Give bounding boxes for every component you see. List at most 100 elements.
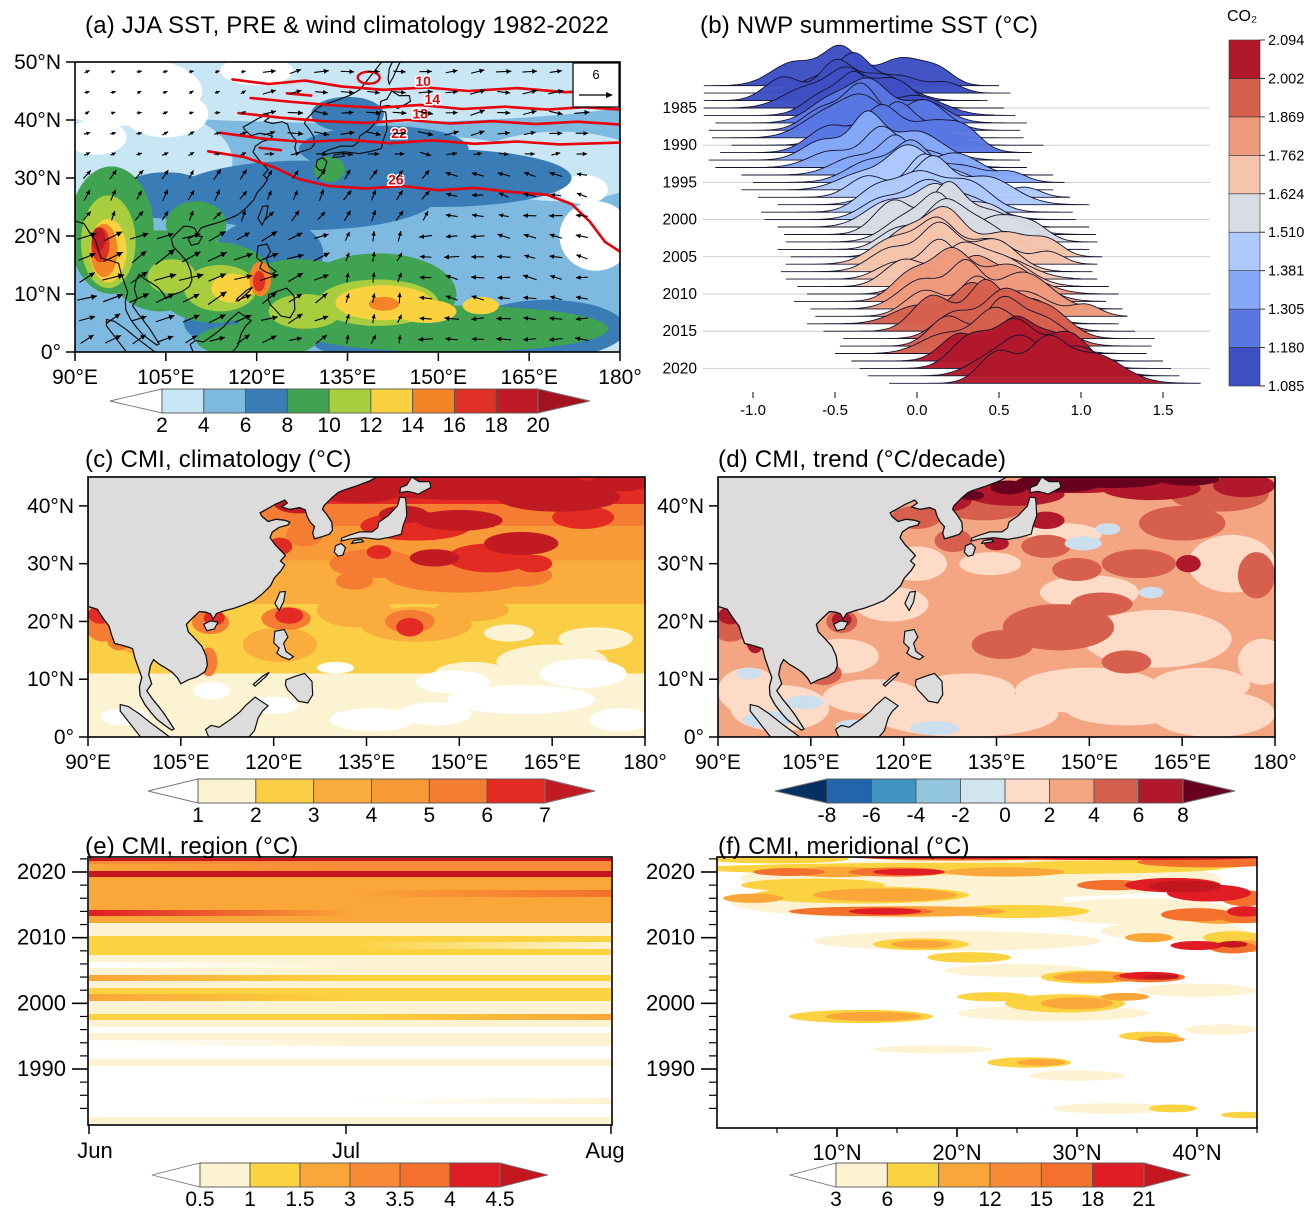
svg-text:20°N: 20°N bbox=[27, 610, 74, 633]
panel-e-title: (e) CMI, region (°C) bbox=[85, 833, 299, 860]
svg-text:10°N: 10°N bbox=[14, 283, 61, 306]
svg-text:16: 16 bbox=[443, 414, 466, 437]
svg-text:6: 6 bbox=[481, 804, 493, 827]
svg-text:150°E: 150°E bbox=[1061, 751, 1118, 774]
svg-text:14: 14 bbox=[401, 414, 425, 437]
svg-text:40°N: 40°N bbox=[27, 495, 74, 518]
stripe-2001 bbox=[89, 994, 611, 1001]
svg-text:20°N: 20°N bbox=[657, 610, 704, 633]
svg-text:6: 6 bbox=[881, 1188, 893, 1211]
svg-text:40°N: 40°N bbox=[14, 109, 61, 132]
svg-text:5: 5 bbox=[423, 804, 435, 827]
stripe-2015 bbox=[89, 903, 611, 910]
svg-text:10°N: 10°N bbox=[657, 668, 704, 691]
stripe-2008 bbox=[89, 948, 611, 956]
svg-text:4: 4 bbox=[366, 804, 378, 827]
stripe-1982 bbox=[89, 1117, 611, 1124]
stripe-1996 bbox=[89, 1026, 611, 1034]
svg-text:120°E: 120°E bbox=[875, 751, 932, 774]
stripe-1999 bbox=[89, 1007, 611, 1014]
svg-text:120°E: 120°E bbox=[245, 751, 302, 774]
stripe-2020 bbox=[89, 870, 611, 878]
svg-text:2: 2 bbox=[1044, 804, 1056, 827]
svg-text:2020: 2020 bbox=[17, 859, 66, 884]
svg-text:0.0: 0.0 bbox=[907, 402, 928, 419]
svg-text:12: 12 bbox=[978, 1188, 1001, 1211]
svg-text:-1.0: -1.0 bbox=[740, 402, 766, 419]
panel-c-colorbar: 1 2 3 4 5 6 7 bbox=[147, 778, 596, 827]
svg-text:18: 18 bbox=[1081, 1188, 1104, 1211]
svg-text:1990: 1990 bbox=[646, 1056, 695, 1081]
svg-text:2010: 2010 bbox=[663, 286, 698, 303]
svg-text:30°N: 30°N bbox=[14, 167, 61, 190]
svg-text:8: 8 bbox=[281, 414, 293, 437]
panel-b-title: (b) NWP summertime SST (°C) bbox=[700, 12, 1039, 39]
svg-text:20: 20 bbox=[526, 414, 549, 437]
panel-d-title: (d) CMI, trend (°C/decade) bbox=[718, 446, 1007, 473]
svg-text:2005: 2005 bbox=[663, 249, 697, 266]
stripe-1990 bbox=[89, 1065, 611, 1072]
svg-text:2015: 2015 bbox=[663, 323, 697, 340]
stripe-2017 bbox=[89, 890, 611, 897]
svg-text:18: 18 bbox=[412, 105, 428, 121]
svg-text:10: 10 bbox=[415, 73, 431, 89]
panel-a-colorbar: 2 4 6 8 10 12 14 16 18 20 bbox=[109, 388, 591, 437]
svg-text:105°E: 105°E bbox=[782, 751, 839, 774]
svg-text:10°N: 10°N bbox=[812, 1140, 861, 1165]
svg-text:1985: 1985 bbox=[663, 100, 697, 117]
svg-text:165°E: 165°E bbox=[523, 751, 580, 774]
svg-text:-6: -6 bbox=[862, 804, 881, 827]
co2-colorbar: 1.085 1.180 1.305 1.381 1.510 1.624 1.762 1.869… bbox=[1228, 33, 1304, 395]
stripe-2019 bbox=[89, 877, 611, 884]
svg-text:30°N: 30°N bbox=[1052, 1140, 1101, 1165]
ridge-2022 bbox=[889, 334, 1201, 384]
svg-text:0°: 0° bbox=[684, 726, 704, 749]
svg-text:90°E: 90°E bbox=[695, 751, 741, 774]
svg-text:10°N: 10°N bbox=[27, 668, 74, 691]
svg-text:2000: 2000 bbox=[663, 212, 698, 229]
stripe-1985 bbox=[89, 1097, 611, 1105]
panel-b-ridgeline: 1985 1990 1995 2000 2005 2010 2015 2020 -1.0 -0.5… bbox=[663, 33, 1305, 419]
svg-text:90°E: 90°E bbox=[52, 366, 98, 389]
stripe-2016 bbox=[89, 896, 611, 904]
svg-text:1.510: 1.510 bbox=[1268, 225, 1304, 241]
svg-text:2020: 2020 bbox=[646, 859, 695, 884]
panel-a-title: (a) JJA SST, PRE & wind climatology 1982… bbox=[85, 12, 609, 39]
stripe-2011 bbox=[89, 929, 611, 936]
svg-text:20°N: 20°N bbox=[932, 1140, 981, 1165]
svg-text:8: 8 bbox=[1177, 804, 1189, 827]
svg-text:180°: 180° bbox=[623, 751, 666, 774]
svg-text:165°E: 165°E bbox=[500, 366, 557, 389]
svg-text:6: 6 bbox=[592, 67, 599, 82]
svg-text:135°E: 135°E bbox=[319, 366, 376, 389]
svg-text:4: 4 bbox=[444, 1188, 456, 1211]
svg-text:2: 2 bbox=[250, 804, 262, 827]
stripe-2014 bbox=[89, 909, 611, 917]
svg-text:-2: -2 bbox=[951, 804, 970, 827]
svg-text:30°N: 30°N bbox=[657, 553, 704, 576]
svg-text:Jun: Jun bbox=[77, 1138, 112, 1163]
svg-text:1.5: 1.5 bbox=[1153, 402, 1174, 419]
svg-text:-4: -4 bbox=[907, 804, 926, 827]
panel-d-colorbar: -8 -6 -4 -2 0 2 4 6 8 bbox=[774, 778, 1236, 827]
svg-text:135°E: 135°E bbox=[968, 751, 1025, 774]
stripe-1993 bbox=[89, 1046, 611, 1053]
svg-text:2000: 2000 bbox=[646, 990, 695, 1015]
svg-text:1.180: 1.180 bbox=[1268, 341, 1304, 357]
svg-text:135°E: 135°E bbox=[338, 751, 395, 774]
svg-text:40°N: 40°N bbox=[1172, 1140, 1221, 1165]
svg-text:150°E: 150°E bbox=[431, 751, 488, 774]
svg-text:165°E: 165°E bbox=[1153, 751, 1210, 774]
svg-text:3: 3 bbox=[308, 804, 320, 827]
svg-text:Jul: Jul bbox=[332, 1138, 360, 1163]
svg-text:21: 21 bbox=[1132, 1188, 1155, 1211]
svg-text:1.0: 1.0 bbox=[1071, 402, 1092, 419]
stripe-2004 bbox=[89, 974, 611, 982]
stripe-1997 bbox=[89, 1020, 611, 1027]
svg-text:1.5: 1.5 bbox=[285, 1188, 314, 1211]
svg-text:105°E: 105°E bbox=[137, 366, 194, 389]
svg-text:1: 1 bbox=[192, 804, 204, 827]
stripe-2022 bbox=[89, 858, 611, 865]
stripe-2013 bbox=[89, 916, 611, 923]
